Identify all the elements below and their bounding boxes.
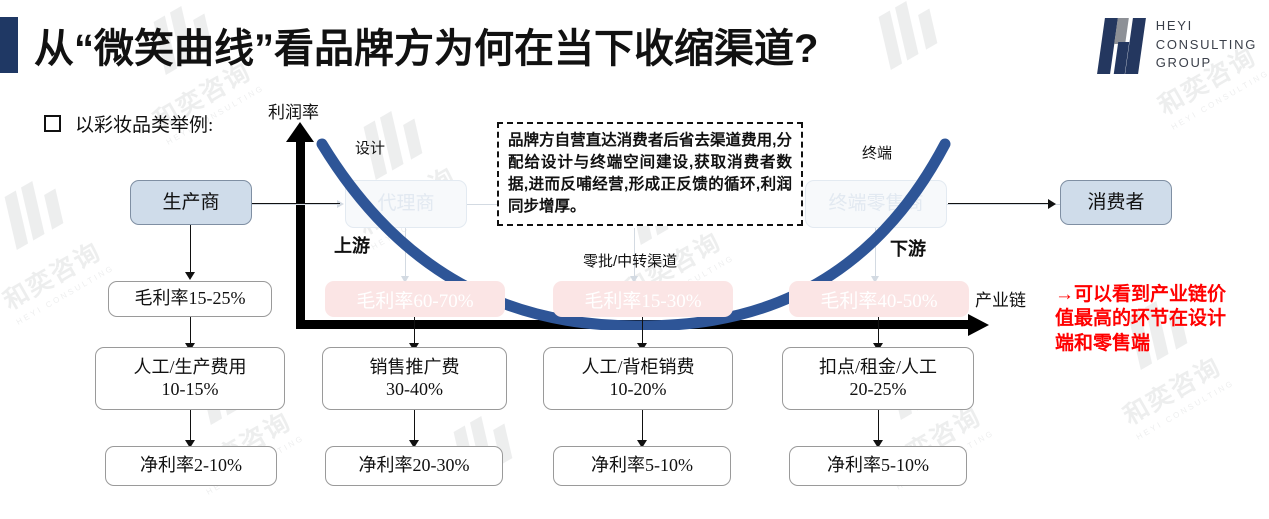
ghost-connector-arrow-icon bbox=[401, 276, 409, 283]
logo-line-1: HEYI bbox=[1155, 18, 1193, 34]
cost-box-1-line1: 人工/生产费用 bbox=[133, 356, 247, 377]
watermark-cn: 和奕咨询 bbox=[0, 237, 107, 316]
net-connector-4 bbox=[878, 410, 880, 442]
stage-label-design: 设计 bbox=[355, 140, 386, 157]
net-profit-box-3[interactable]: 净利率5-10% bbox=[553, 446, 731, 486]
cost-box-4-line1: 扣点/租金/人工 bbox=[818, 356, 937, 377]
ghost-connector bbox=[252, 204, 338, 206]
title-accent-bar bbox=[0, 17, 18, 73]
ghost-connector bbox=[947, 204, 1062, 206]
gross-margin-producer-label: 毛利率15-25% bbox=[134, 288, 246, 309]
ghost-connector-vertical bbox=[405, 228, 407, 278]
page-title: 从“微笑曲线”看品牌方为何在当下收缩渠道? bbox=[34, 27, 819, 71]
watermark-en: HEYI CONSULTING bbox=[1134, 378, 1237, 442]
flow-box-producer-label: 生产商 bbox=[162, 191, 220, 213]
net-connector-arrow-icon-4 bbox=[873, 440, 883, 448]
red-annotation: →可以看到产业链价值最高的环节在设计端和零售端 bbox=[1055, 284, 1227, 354]
segment-label-downstream: 下游 bbox=[890, 239, 926, 259]
segment-label-upstream: 上游 bbox=[334, 236, 370, 256]
watermark-en: HEYI CONSULTING bbox=[14, 263, 117, 327]
ghost-connector-vertical bbox=[875, 228, 877, 278]
cost-box-3-line1: 人工/背柜销费 bbox=[581, 356, 695, 377]
cost-box-1[interactable]: 人工/生产费用 10-15% bbox=[95, 347, 285, 410]
y-axis-arrow-icon bbox=[286, 122, 314, 142]
ghost-connector-arrow-icon bbox=[337, 200, 344, 208]
watermark bbox=[872, 0, 959, 70]
x-axis-arrow-icon bbox=[968, 314, 989, 336]
net-connector-1 bbox=[190, 410, 192, 442]
cost-box-4[interactable]: 扣点/租金/人工 20-25% bbox=[782, 347, 974, 410]
net-profit-box-2[interactable]: 净利率20-30% bbox=[325, 446, 503, 486]
net-connector-arrow-icon-1 bbox=[185, 440, 195, 448]
cost-connector-2 bbox=[414, 317, 416, 345]
x-axis-label: 产业链 bbox=[975, 291, 1026, 310]
net-connector-2 bbox=[414, 410, 416, 442]
cost-box-3[interactable]: 人工/背柜销费 10-20% bbox=[543, 347, 733, 410]
square-bullet-icon bbox=[44, 115, 61, 132]
y-axis-label: 利润率 bbox=[268, 103, 319, 122]
logo-text: HEYI CONSULTING GROUP bbox=[1156, 17, 1257, 72]
bullet-row: 以彩妆品类举例: bbox=[44, 110, 213, 137]
logo-line-2: CONSULTING bbox=[1155, 36, 1257, 52]
ghost-connector-arrow-icon bbox=[871, 276, 879, 283]
watermark: 和奕咨询 HEYI CONSULTING bbox=[1116, 345, 1236, 442]
watermark-en: HEYI CONSULTING bbox=[1169, 68, 1269, 132]
flow-box-consumer-label: 消费者 bbox=[1087, 191, 1145, 213]
watermark: 和奕咨询 HEYI CONSULTING bbox=[0, 230, 116, 327]
brand-logo: HEYI CONSULTING GROUP bbox=[1096, 16, 1257, 74]
net-connector-arrow-icon-3 bbox=[637, 440, 647, 448]
net-profit-box-1[interactable]: 净利率2-10% bbox=[105, 446, 277, 486]
net-connector-3 bbox=[642, 410, 644, 442]
stage-label-middle: 零批/中转渠道 bbox=[583, 253, 678, 270]
gross-margin-box-retail[interactable]: 毛利率40-50% bbox=[789, 281, 969, 317]
producer-to-agent-connector bbox=[252, 203, 340, 205]
smile-curve bbox=[316, 138, 951, 330]
logo-mark-icon bbox=[1096, 16, 1146, 74]
net-profit-box-4[interactable]: 净利率5-10% bbox=[789, 446, 967, 486]
cost-box-4-line2: 20-25% bbox=[849, 378, 907, 399]
gross-margin-box-wholesale[interactable]: 毛利率15-30% bbox=[553, 281, 733, 317]
cost-box-2-line1: 销售推广费 bbox=[369, 356, 460, 377]
net-profit-box-3-label: 净利率5-10% bbox=[591, 455, 693, 476]
retailer-to-consumer-arrow-icon bbox=[1048, 199, 1056, 209]
stage-label-terminal: 终端 bbox=[862, 145, 893, 162]
gross-margin-box-design[interactable]: 毛利率60-70% bbox=[325, 281, 505, 317]
cost-connector-4 bbox=[878, 317, 880, 345]
cost-box-2-line2: 30-40% bbox=[386, 378, 443, 399]
cost-connector-1 bbox=[190, 317, 192, 345]
cost-box-2[interactable]: 销售推广费 30-40% bbox=[322, 347, 507, 410]
callout-box: 品牌方自营直达消费者后省去渠道费用,分配给设计与终端空间建设,获取消费者数据,进… bbox=[497, 122, 803, 226]
producer-down-arrow-icon bbox=[185, 272, 195, 280]
net-connector-arrow-icon-2 bbox=[409, 440, 419, 448]
flow-box-producer[interactable]: 生产商 bbox=[130, 180, 252, 225]
bullet-label: 以彩妆品类举例: bbox=[75, 115, 214, 136]
retailer-to-consumer-connector bbox=[948, 203, 1048, 205]
ghost-box-agent-label: 代理商 bbox=[377, 193, 435, 215]
watermark bbox=[0, 166, 84, 250]
cost-box-1-line2: 10-15% bbox=[161, 378, 219, 399]
logo-line-3: GROUP bbox=[1155, 55, 1212, 71]
cost-box-3-line2: 10-20% bbox=[609, 378, 667, 399]
gross-margin-design-label: 毛利率60-70% bbox=[356, 290, 474, 312]
ghost-connector-vertical bbox=[634, 228, 636, 278]
gross-margin-retail-label: 毛利率40-50% bbox=[820, 290, 938, 312]
gross-margin-wholesale-label: 毛利率15-30% bbox=[584, 290, 702, 312]
ghost-connector-arrow-icon bbox=[630, 276, 638, 283]
watermark-cn: 和奕咨询 bbox=[1118, 352, 1227, 431]
producer-down-connector bbox=[190, 225, 192, 274]
gross-margin-box-producer[interactable]: 毛利率15-25% bbox=[108, 281, 272, 317]
y-axis bbox=[296, 136, 305, 328]
cost-connector-3 bbox=[642, 317, 644, 345]
net-profit-box-1-label: 净利率2-10% bbox=[140, 455, 242, 476]
flow-box-consumer[interactable]: 消费者 bbox=[1060, 180, 1172, 225]
net-profit-box-2-label: 净利率20-30% bbox=[358, 455, 470, 476]
net-profit-box-4-label: 净利率5-10% bbox=[827, 455, 929, 476]
